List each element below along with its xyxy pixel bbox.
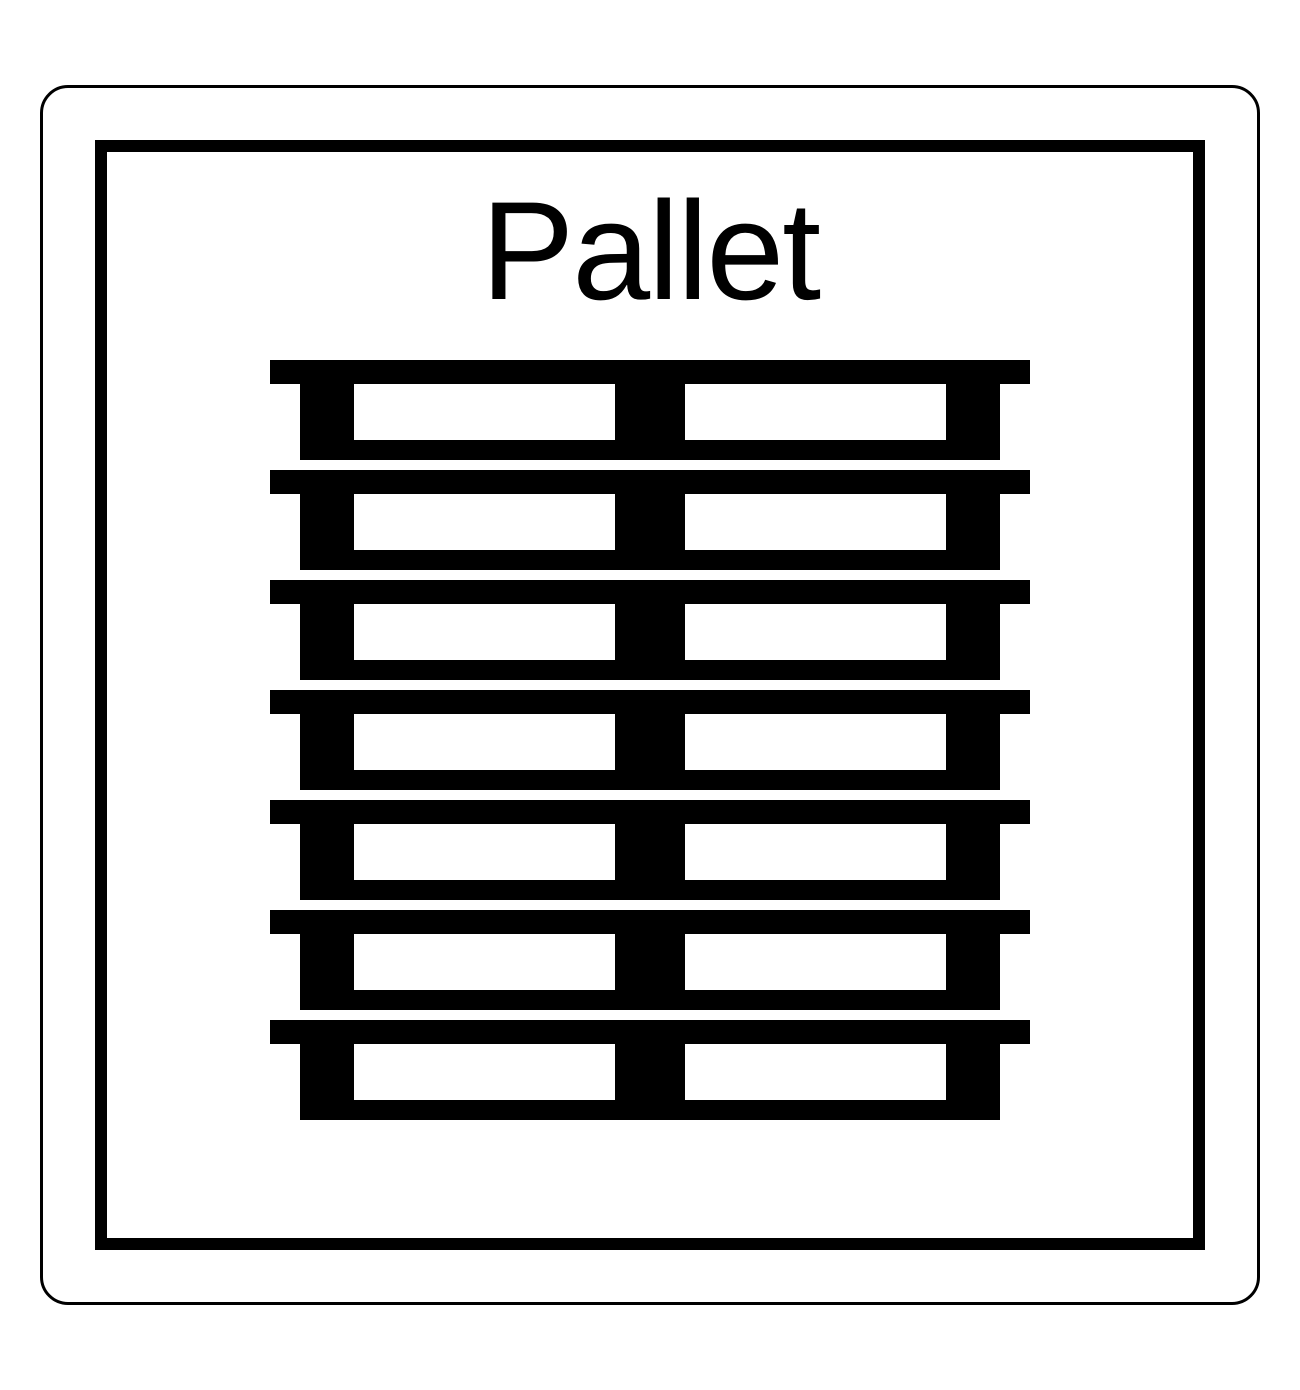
pallet-block — [946, 604, 1000, 660]
stack-gap — [270, 460, 1030, 470]
pallet-bottom-deck — [300, 770, 1000, 790]
pallet-block — [615, 604, 685, 660]
pallet-block-row — [300, 934, 1000, 990]
stack-gap — [270, 900, 1030, 910]
pallet-block — [615, 494, 685, 550]
pallet-top-deck — [270, 360, 1030, 384]
pallet-top-deck — [270, 1020, 1030, 1044]
pallet-icon — [270, 360, 1030, 460]
pallet-stack-icon — [270, 360, 1030, 1120]
pallet-block — [615, 824, 685, 880]
pallet-block-row — [300, 494, 1000, 550]
pallet-top-deck — [270, 580, 1030, 604]
pallet-bottom-deck — [300, 440, 1000, 460]
pallet-icon — [270, 1020, 1030, 1120]
pallet-bottom-deck — [300, 880, 1000, 900]
pallet-block — [946, 384, 1000, 440]
stack-gap — [270, 680, 1030, 690]
pallet-block — [300, 714, 354, 770]
pallet-block — [300, 494, 354, 550]
pallet-bottom-deck — [300, 990, 1000, 1010]
inner-frame: Pallet — [95, 140, 1205, 1250]
pallet-block-row — [300, 824, 1000, 880]
pallet-bottom-deck — [300, 660, 1000, 680]
pallet-block — [300, 824, 354, 880]
pallet-block-row — [300, 604, 1000, 660]
pallet-block — [615, 1044, 685, 1100]
pallet-top-deck — [270, 910, 1030, 934]
pallet-block — [946, 824, 1000, 880]
pallet-block — [615, 714, 685, 770]
pallet-block — [300, 384, 354, 440]
outer-frame: Pallet — [40, 85, 1260, 1305]
stack-gap — [270, 570, 1030, 580]
pallet-block — [946, 714, 1000, 770]
pallet-top-deck — [270, 800, 1030, 824]
pallet-block-row — [300, 384, 1000, 440]
pallet-block — [946, 1044, 1000, 1100]
pallet-top-deck — [270, 690, 1030, 714]
pallet-bottom-deck — [300, 1100, 1000, 1120]
pallet-icon — [270, 690, 1030, 790]
pallet-icon — [270, 580, 1030, 680]
pallet-block — [300, 934, 354, 990]
pallet-block — [615, 934, 685, 990]
pallet-icon — [270, 910, 1030, 1010]
pallet-top-deck — [270, 470, 1030, 494]
pallet-block — [300, 604, 354, 660]
pallet-bottom-deck — [300, 550, 1000, 570]
pallet-icon — [270, 470, 1030, 570]
stack-gap — [270, 790, 1030, 800]
pallet-block — [946, 494, 1000, 550]
pallet-block-row — [300, 714, 1000, 770]
sign-title: Pallet — [481, 170, 819, 332]
pallet-block — [946, 934, 1000, 990]
pallet-icon — [270, 800, 1030, 900]
stack-gap — [270, 1010, 1030, 1020]
pallet-block-row — [300, 1044, 1000, 1100]
pallet-block — [615, 384, 685, 440]
pallet-block — [300, 1044, 354, 1100]
